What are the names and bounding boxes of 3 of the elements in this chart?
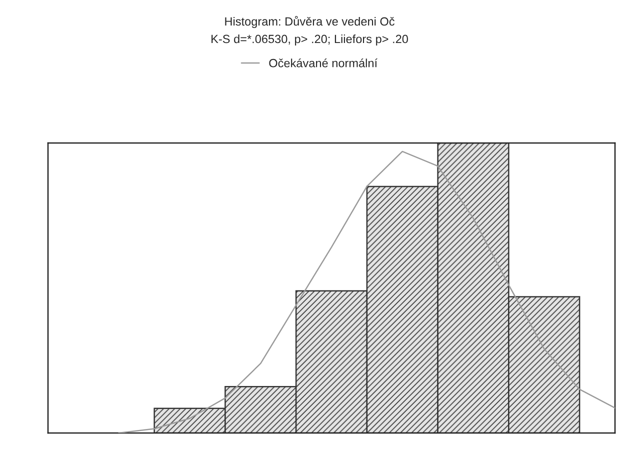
legend-label: Očekávané normální [269, 58, 378, 68]
chart-subtitle: K-S d=*.06530, p> .20; Liiefors p> .20 [212, 34, 408, 46]
chart-title: Histogram: Důvěra ve vedeni Oč [225, 16, 394, 28]
